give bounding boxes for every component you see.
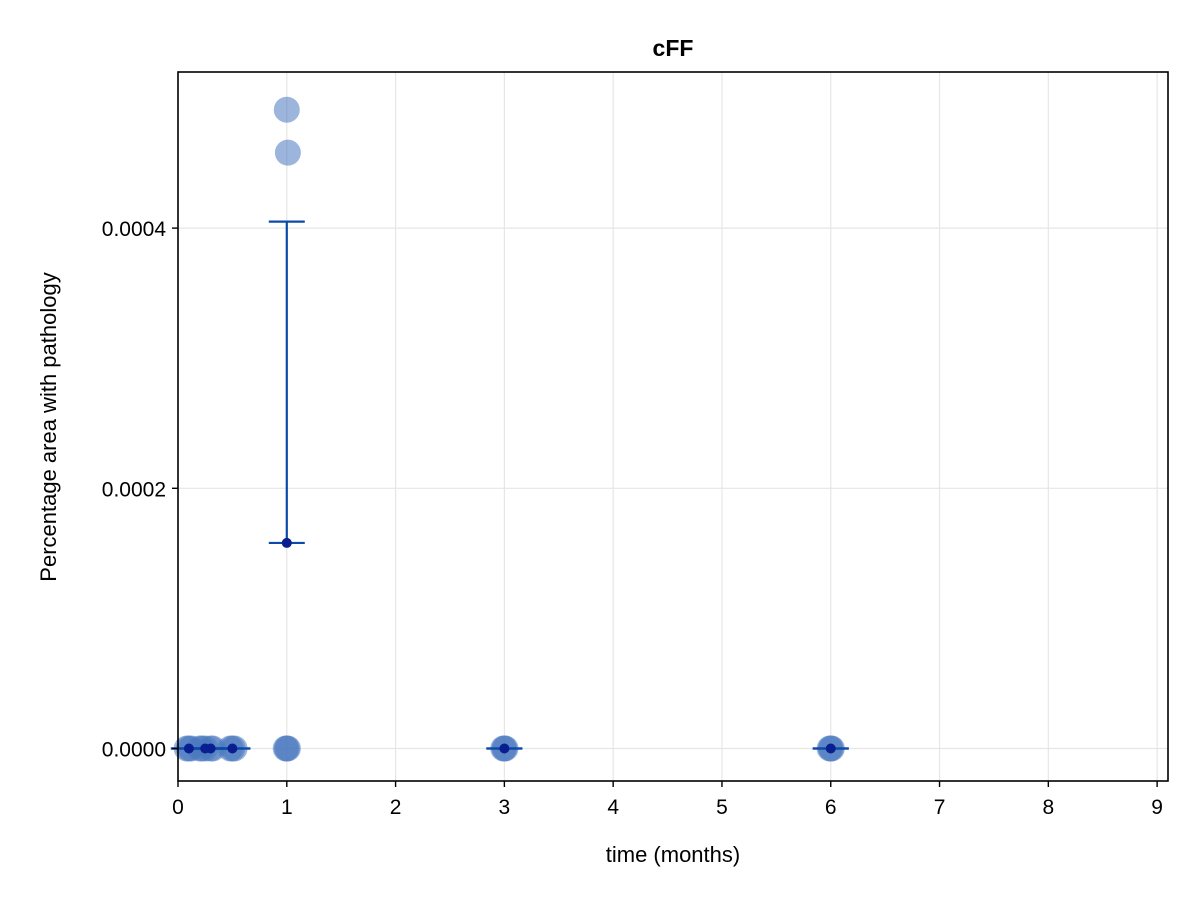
x-axis-ticks: 0 1 2 3 4 5 6 7 8 9 xyxy=(172,781,1163,819)
y-tick-label: 0.0002 xyxy=(102,478,166,501)
x-tick-label: 4 xyxy=(607,796,619,819)
observation-point xyxy=(273,96,300,123)
mean-point xyxy=(183,743,194,754)
mean-points xyxy=(183,537,836,754)
plot-frame xyxy=(177,71,1169,782)
grid xyxy=(177,72,1168,781)
x-tick-label: 7 xyxy=(934,796,946,819)
mean-point xyxy=(205,743,216,754)
x-tick-label: 6 xyxy=(825,796,837,819)
mean-point xyxy=(825,743,836,754)
observation-point xyxy=(274,139,301,166)
x-tick-label: 1 xyxy=(281,796,293,819)
mean-point xyxy=(499,743,510,754)
y-axis-label: Percentage area with pathology xyxy=(36,272,61,581)
y-tick-label: 0.0000 xyxy=(102,738,166,761)
x-tick-label: 2 xyxy=(390,796,402,819)
chart-title: cFF xyxy=(653,35,694,61)
x-axis-label: time (months) xyxy=(606,842,740,867)
y-axis-ticks: 0.0000 0.0002 0.0004 xyxy=(102,218,178,761)
mean-point xyxy=(281,537,292,548)
x-tick-label: 5 xyxy=(716,796,728,819)
mean-point xyxy=(227,743,238,754)
x-tick-label: 8 xyxy=(1042,796,1054,819)
x-tick-label: 0 xyxy=(172,796,184,819)
observation-point xyxy=(274,735,301,762)
x-tick-label: 3 xyxy=(499,796,511,819)
y-tick-label: 0.0004 xyxy=(102,218,167,241)
x-tick-label: 9 xyxy=(1151,796,1163,819)
